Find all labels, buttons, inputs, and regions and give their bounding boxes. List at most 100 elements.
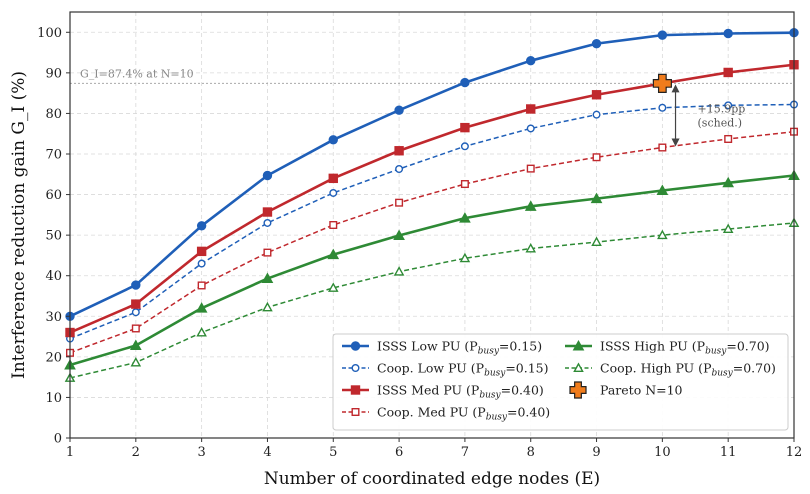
data-point [592, 110, 601, 119]
gap-label-note: (sched.) [698, 116, 743, 129]
data-point [196, 221, 207, 231]
y-tick-label: 10 [45, 391, 62, 406]
data-point [722, 176, 735, 188]
data-point [131, 308, 140, 317]
legend-pareto-icon [569, 381, 587, 399]
series-line-4 [69, 174, 795, 367]
data-point [393, 229, 405, 241]
y-tick-label: 40 [45, 269, 62, 284]
legend-item: Coop. Med PU (Pbusy=0.40) [342, 405, 550, 423]
x-tick-label: 3 [197, 445, 205, 460]
data-point [197, 259, 206, 268]
legend-label: Coop. High PU (Pbusy=0.70) [600, 361, 776, 379]
gap-annotation-group: +15.9pp(sched.) [671, 84, 746, 147]
x-tick-label: 2 [132, 445, 140, 460]
x-tick-label: 9 [592, 445, 600, 460]
legend-label: ISSS High PU (Pbusy=0.70) [600, 339, 770, 357]
legend-marker [573, 362, 584, 372]
data-point [263, 218, 272, 227]
y-tick-label: 80 [45, 107, 62, 122]
legend-label: Coop. Low PU (Pbusy=0.15) [377, 361, 549, 379]
data-point [393, 266, 405, 276]
y-tick-label: 0 [54, 432, 62, 447]
data-point [724, 134, 733, 143]
data-point [129, 339, 142, 350]
data-point [526, 104, 536, 114]
gap-label-value: +15.9pp [698, 102, 746, 115]
pareto-point [652, 73, 672, 94]
data-point [460, 180, 469, 189]
data-point [196, 246, 207, 257]
x-tick-label: 4 [263, 445, 271, 460]
legend-label: ISSS Med PU (Pbusy=0.40) [377, 383, 544, 401]
data-point [526, 164, 535, 173]
legend-marker [351, 364, 360, 373]
data-point [657, 30, 668, 40]
data-point [460, 122, 470, 133]
data-point [459, 212, 471, 223]
data-point [525, 242, 537, 253]
x-tick-label: 10 [654, 445, 671, 460]
data-point [460, 142, 469, 151]
data-point [261, 272, 274, 284]
y-tick-label: 60 [45, 188, 62, 203]
legend-label: ISSS Low PU (Pbusy=0.15) [377, 339, 542, 357]
y-tick-label: 70 [45, 148, 62, 163]
data-point [526, 55, 536, 66]
reference-line-label: G_I=87.4% at N=10 [80, 67, 194, 80]
data-point [262, 301, 273, 312]
data-point [197, 281, 206, 290]
legend-box [332, 333, 789, 431]
legend-item: Coop. Low PU (Pbusy=0.15) [342, 361, 549, 379]
data-point [131, 280, 141, 290]
legend-item: ISSS Med PU (Pbusy=0.40) [342, 383, 544, 401]
legend-marker [351, 408, 360, 417]
data-point [723, 28, 733, 39]
series-line-2 [69, 63, 795, 334]
data-point [262, 207, 273, 217]
data-point [196, 326, 207, 337]
data-point [723, 67, 733, 78]
data-point [131, 324, 140, 333]
data-point [327, 282, 339, 292]
x-tick-label: 1 [66, 445, 74, 460]
x-tick-label: 8 [527, 445, 535, 460]
y-tick-label: 90 [45, 66, 62, 81]
pareto-group [652, 73, 672, 94]
data-point [262, 170, 273, 181]
data-point [657, 229, 668, 240]
data-point [658, 143, 667, 152]
data-point [327, 248, 340, 260]
data-point [263, 248, 272, 257]
legend-marker [350, 385, 361, 395]
data-point [524, 200, 537, 211]
reference-line-group: G_I=87.4% at N=10 [70, 67, 794, 84]
y-tick-label: 30 [45, 310, 62, 325]
plot-frame [69, 11, 795, 439]
data-point [394, 105, 404, 115]
data-point [328, 135, 338, 145]
data-point [395, 198, 404, 207]
data-point [591, 90, 602, 100]
x-tick-label: 12 [786, 445, 803, 460]
legend-item: Coop. High PU (Pbusy=0.70) [565, 361, 776, 379]
x-axis-title: Number of coordinated edge nodes (E) [264, 469, 600, 489]
x-tick-label: 11 [720, 445, 737, 460]
data-point [394, 146, 404, 156]
y-tick-label: 100 [37, 26, 62, 41]
data-point [526, 124, 535, 133]
data-point [592, 153, 601, 162]
data-point [459, 252, 471, 263]
data-point [590, 192, 603, 204]
series-line-1 [69, 103, 795, 340]
data-point [460, 77, 470, 88]
legend-item: ISSS High PU (Pbusy=0.70) [565, 339, 770, 357]
legend-label: Pareto N=10 [600, 383, 683, 398]
x-tick-label: 6 [395, 445, 403, 460]
series-line-0 [69, 31, 795, 318]
data-point [658, 103, 667, 112]
data-point [656, 184, 669, 196]
y-tick-label: 50 [45, 229, 62, 244]
